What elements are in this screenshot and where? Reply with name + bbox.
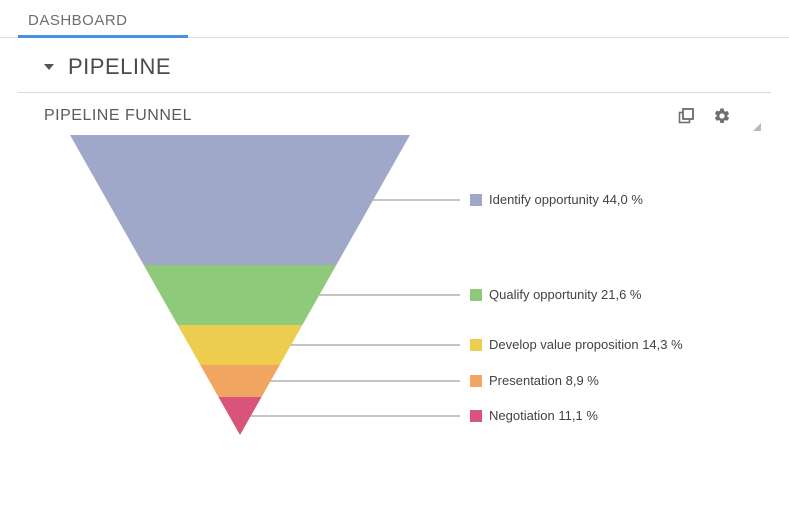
tab-dashboard[interactable]: DASHBOARD [0, 6, 142, 37]
legend-label: Presentation 8,9 % [489, 373, 599, 388]
funnel-chart: Identify opportunity 44,0 % Qualify oppor… [0, 135, 789, 465]
section-title: PIPELINE [68, 54, 171, 80]
legend-item: Negotiation 11,1 % [470, 408, 598, 423]
tab-bar: DASHBOARD [0, 0, 789, 38]
card-actions [677, 107, 761, 125]
tab-underline [18, 35, 188, 38]
funnel-segment [144, 265, 337, 325]
resize-handle-icon[interactable] [753, 123, 761, 131]
legend-item: Qualify opportunity 21,6 % [470, 287, 641, 302]
card-header: PIPELINE FUNNEL [0, 93, 789, 135]
legend-swatch [470, 339, 482, 351]
section-header: PIPELINE [18, 38, 771, 93]
legend-label: Develop value proposition 14,3 % [489, 337, 683, 352]
card-title: PIPELINE FUNNEL [44, 107, 677, 125]
popout-icon[interactable] [677, 107, 695, 125]
legend-label: Negotiation 11,1 % [489, 408, 598, 423]
legend-swatch [470, 289, 482, 301]
legend-item: Presentation 8,9 % [470, 373, 599, 388]
legend-swatch [470, 410, 482, 422]
funnel-svg [60, 135, 470, 445]
legend-label: Qualify opportunity 21,6 % [489, 287, 641, 302]
legend-item: Develop value proposition 14,3 % [470, 337, 683, 352]
gear-icon[interactable] [713, 107, 731, 125]
legend-label: Identify opportunity 44,0 % [489, 192, 643, 207]
legend-item: Identify opportunity 44,0 % [470, 192, 643, 207]
collapse-chevron-icon[interactable] [44, 64, 54, 70]
funnel-segment [200, 365, 279, 397]
legend-swatch [470, 194, 482, 206]
funnel-segment [70, 135, 410, 265]
legend-swatch [470, 375, 482, 387]
funnel-segment [178, 325, 303, 365]
